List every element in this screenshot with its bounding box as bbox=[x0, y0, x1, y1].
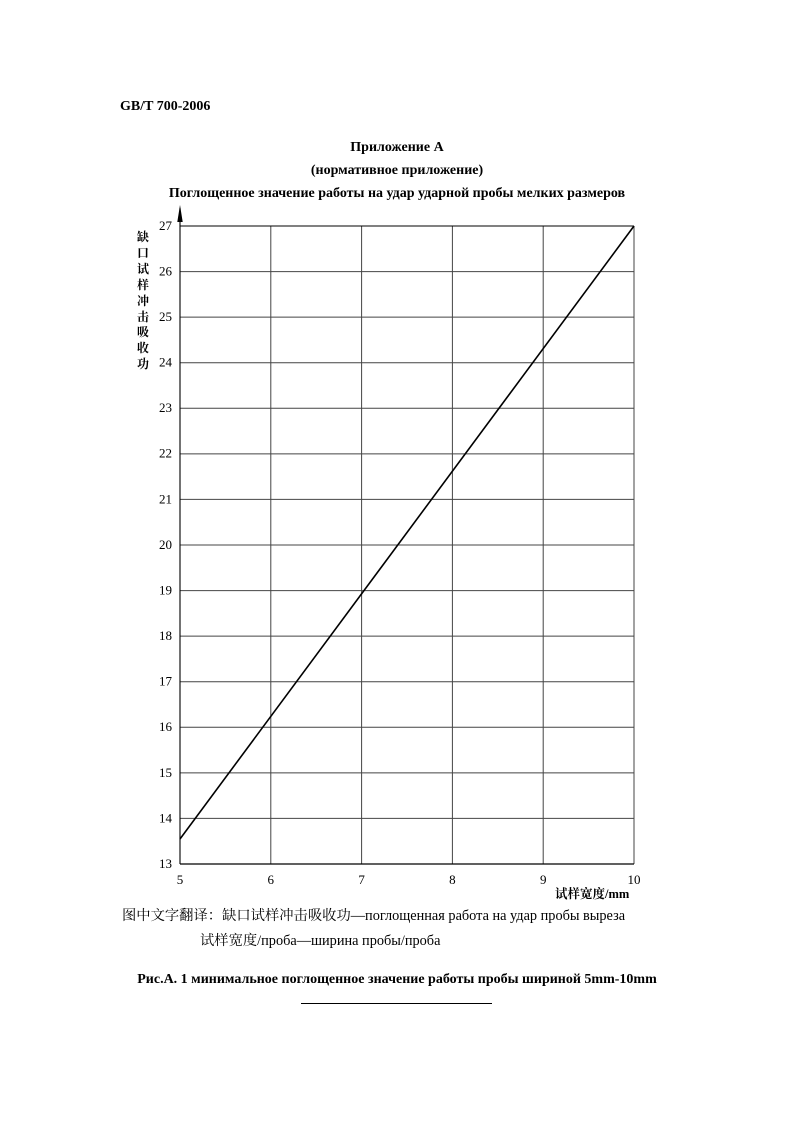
svg-text:5: 5 bbox=[177, 872, 184, 887]
svg-text:7: 7 bbox=[358, 872, 365, 887]
svg-text:25: 25 bbox=[159, 309, 172, 324]
svg-text:23: 23 bbox=[159, 400, 172, 415]
svg-text:22: 22 bbox=[159, 446, 172, 461]
svg-text:14: 14 bbox=[159, 811, 173, 826]
svg-text:26: 26 bbox=[159, 264, 173, 279]
svg-text:17: 17 bbox=[159, 674, 173, 689]
svg-text:15: 15 bbox=[159, 765, 172, 780]
svg-text:19: 19 bbox=[159, 583, 172, 598]
svg-text:13: 13 bbox=[159, 856, 172, 871]
svg-text:24: 24 bbox=[159, 355, 173, 370]
svg-text:18: 18 bbox=[159, 628, 172, 643]
svg-text:21: 21 bbox=[159, 492, 172, 507]
svg-text:8: 8 bbox=[449, 872, 456, 887]
svg-text:27: 27 bbox=[159, 218, 173, 233]
svg-text:6: 6 bbox=[268, 872, 275, 887]
svg-text:10: 10 bbox=[628, 872, 641, 887]
svg-text:20: 20 bbox=[159, 537, 172, 552]
svg-text:9: 9 bbox=[540, 872, 547, 887]
svg-text:16: 16 bbox=[159, 719, 173, 734]
